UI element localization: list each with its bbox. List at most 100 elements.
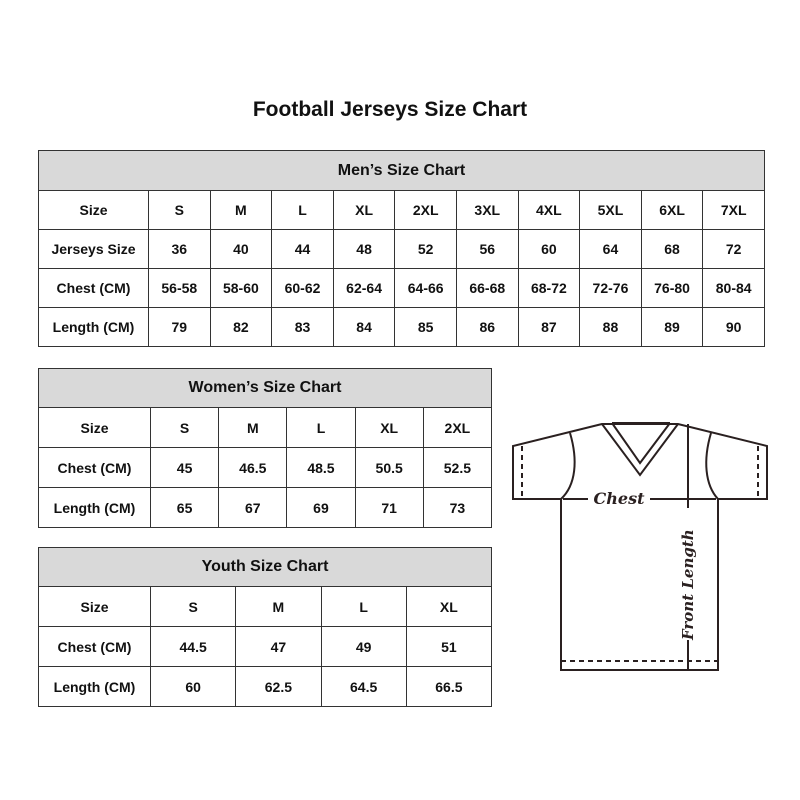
table-row: Jerseys Size 36 40 44 48 52 56 60 64 68 72 xyxy=(38,229,765,269)
table-row: Size S M L XL 2XL 3XL 4XL 5XL 6XL 7XL xyxy=(38,190,765,230)
table-cell: S xyxy=(148,190,211,230)
table-row: Chest (CM) 45 46.5 48.5 50.5 52.5 xyxy=(38,447,493,488)
table-row: Size S M L XL xyxy=(38,586,493,627)
table-cell: 64.5 xyxy=(320,666,407,707)
womens-table-heading: Women’s Size Chart xyxy=(38,368,492,408)
table-cell: 60 xyxy=(149,666,237,707)
table-row: Size S M L XL 2XL xyxy=(38,407,493,448)
table-cell: 76-80 xyxy=(640,268,704,308)
mens-size-table: Men’s Size Chart Size S M L XL 2XL 3XL 4XL 5XL 6X… xyxy=(38,150,765,347)
table-cell: 67 xyxy=(218,487,288,528)
table-cell: 68 xyxy=(640,229,704,269)
sleeve-seam-left xyxy=(560,432,576,500)
table-cell: S xyxy=(149,407,220,448)
table-cell: 56 xyxy=(455,229,519,269)
row-label: Chest (CM) xyxy=(38,626,151,667)
table-cell: 80-84 xyxy=(702,268,765,308)
row-label: Size xyxy=(38,407,151,448)
chest-label: Chest xyxy=(594,489,646,508)
table-cell: 48.5 xyxy=(286,447,356,488)
table-cell: 52.5 xyxy=(422,447,493,488)
table-cell: 64-66 xyxy=(394,268,457,308)
table-cell: 40 xyxy=(209,229,273,269)
table-cell: 89 xyxy=(640,307,704,347)
table-cell: 71 xyxy=(354,487,424,528)
row-label: Size xyxy=(38,586,151,627)
table-cell: XL xyxy=(354,407,424,448)
table-cell: 4XL xyxy=(517,190,581,230)
table-cell: M xyxy=(218,407,288,448)
table-cell: 5XL xyxy=(579,190,642,230)
table-cell: 86 xyxy=(455,307,519,347)
table-cell: L xyxy=(271,190,334,230)
row-label: Length (CM) xyxy=(38,666,151,707)
table-cell: M xyxy=(209,190,273,230)
table-cell: 62.5 xyxy=(235,666,322,707)
sleeve-seam-right xyxy=(705,432,719,500)
table-cell: 6XL xyxy=(640,190,704,230)
table-cell: 2XL xyxy=(394,190,457,230)
row-label: Length (CM) xyxy=(38,307,149,347)
table-cell: S xyxy=(149,586,237,627)
table-cell: 62-64 xyxy=(332,268,396,308)
table-row: Chest (CM) 44.5 47 49 51 xyxy=(38,626,493,667)
table-cell: XL xyxy=(405,586,493,627)
front-length-label: Front Length xyxy=(679,529,697,641)
table-cell: 52 xyxy=(394,229,457,269)
table-cell: 66.5 xyxy=(405,666,493,707)
table-cell: 68-72 xyxy=(517,268,581,308)
jersey-outline xyxy=(512,423,768,671)
table-cell: 2XL xyxy=(422,407,493,448)
table-cell: 87 xyxy=(517,307,581,347)
table-cell: 44 xyxy=(271,229,334,269)
table-cell: 66-68 xyxy=(455,268,519,308)
youth-table-heading: Youth Size Chart xyxy=(38,547,492,587)
table-row: Length (CM) 65 67 69 71 73 xyxy=(38,487,493,528)
table-cell: 65 xyxy=(149,487,220,528)
youth-size-table: Youth Size Chart Size S M L XL Chest (CM) 44.5… xyxy=(38,547,493,707)
table-cell: 45 xyxy=(149,447,220,488)
row-label: Chest (CM) xyxy=(38,268,149,308)
table-row: Length (CM) 60 62.5 64.5 66.5 xyxy=(38,666,493,707)
womens-size-table: Women’s Size Chart Size S M L XL 2XL Chest (CM… xyxy=(38,368,493,528)
table-cell: 44.5 xyxy=(149,626,237,667)
mens-table-heading: Men’s Size Chart xyxy=(38,150,765,191)
table-cell: 84 xyxy=(332,307,396,347)
table-cell: 72-76 xyxy=(579,268,642,308)
table-cell: 58-60 xyxy=(209,268,273,308)
row-label: Length (CM) xyxy=(38,487,151,528)
table-cell: 3XL xyxy=(455,190,519,230)
table-cell: 51 xyxy=(405,626,493,667)
table-cell: 73 xyxy=(422,487,493,528)
table-cell: 72 xyxy=(702,229,765,269)
table-cell: 90 xyxy=(702,307,765,347)
row-label: Jerseys Size xyxy=(38,229,149,269)
table-cell: 49 xyxy=(320,626,407,667)
table-cell: L xyxy=(320,586,407,627)
table-cell: 64 xyxy=(579,229,642,269)
table-cell: 60-62 xyxy=(271,268,334,308)
page-title: Football Jerseys Size Chart xyxy=(252,98,528,121)
jersey-collar xyxy=(601,422,679,477)
table-cell: 46.5 xyxy=(218,447,288,488)
table-cell: 36 xyxy=(148,229,211,269)
table-cell: 69 xyxy=(286,487,356,528)
table-cell: 50.5 xyxy=(354,447,424,488)
table-row: Chest (CM) 56-58 58-60 60-62 62-64 64-66 66-68… xyxy=(38,268,765,308)
table-cell: 48 xyxy=(332,229,396,269)
table-cell: 60 xyxy=(517,229,581,269)
table-cell: XL xyxy=(332,190,396,230)
row-label: Chest (CM) xyxy=(38,447,151,488)
table-cell: 83 xyxy=(271,307,334,347)
table-cell: 47 xyxy=(235,626,322,667)
table-cell: M xyxy=(235,586,322,627)
table-cell: L xyxy=(286,407,356,448)
table-cell: 85 xyxy=(394,307,457,347)
table-cell: 79 xyxy=(148,307,211,347)
table-cell: 7XL xyxy=(702,190,765,230)
table-row: Length (CM) 79 82 83 84 85 86 87 88 89 90 xyxy=(38,307,765,347)
table-cell: 82 xyxy=(209,307,273,347)
table-cell: 56-58 xyxy=(148,268,211,308)
row-label: Size xyxy=(38,190,149,230)
